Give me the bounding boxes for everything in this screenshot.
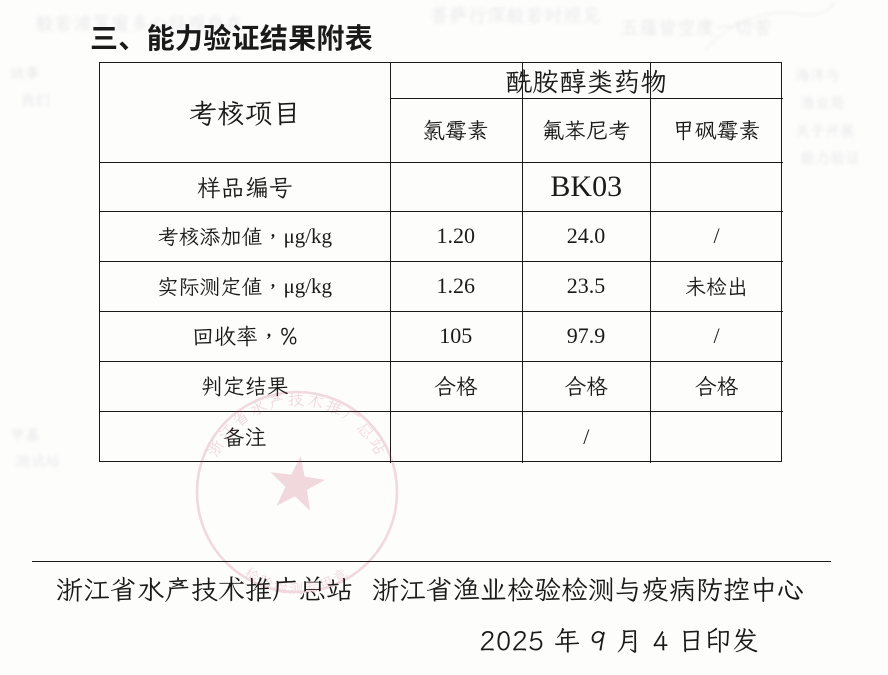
svg-text:我们: 我们 [20,91,50,110]
svg-text:渔业局: 渔业局 [800,94,845,113]
svg-text:海洋与: 海洋与 [795,66,840,85]
svg-text:测试站: 测试站 [15,452,60,471]
svg-text:故事: 故事 [10,64,40,83]
svg-text:关于开展: 关于开展 [795,122,855,141]
svg-text:菩萨行深般若时照见: 菩萨行深般若时照见 [430,3,601,28]
svg-text:能力验证: 能力验证 [800,149,860,168]
svg-text:甲基: 甲基 [10,426,40,445]
